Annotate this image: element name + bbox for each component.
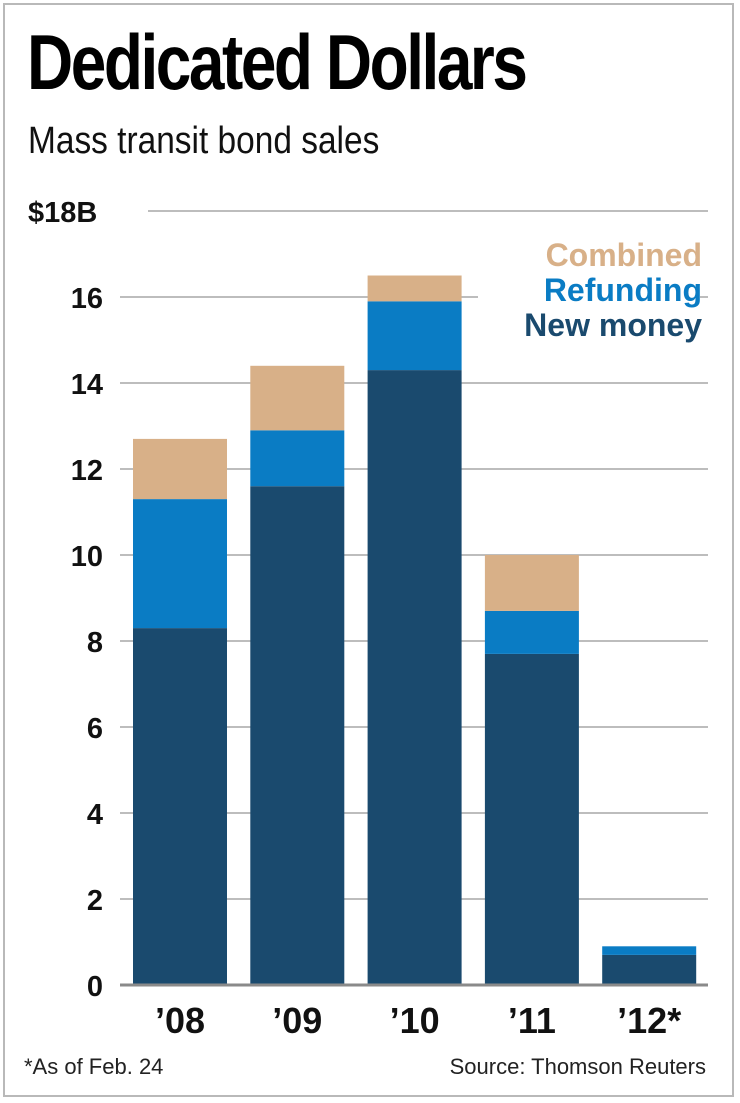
x-axis-ticks: ’08 ’09 ’10 ’11 ’12*	[155, 1000, 681, 1041]
bar-segment-new-money	[133, 628, 227, 985]
bar-segment-refunding	[367, 301, 462, 371]
x-tick-label: ’10	[390, 1000, 440, 1041]
x-tick-label: ’09	[272, 1000, 322, 1041]
x-tick-label: ’11	[508, 1000, 556, 1041]
bar-segment-new-money	[602, 954, 697, 985]
bar-segment-combined	[484, 555, 579, 611]
legend-background	[478, 240, 700, 355]
y-tick-label: 6	[87, 713, 103, 745]
legend-entry: Refunding	[544, 272, 702, 308]
bar-segment-new-money	[367, 370, 462, 986]
bar-segment-new-money	[484, 653, 579, 985]
y-tick-label: 8	[87, 627, 103, 659]
y-tick-label: 2	[87, 885, 103, 917]
y-tick-label: 4	[87, 799, 103, 831]
bar-segment-refunding	[250, 430, 345, 487]
legend-entry: New money	[524, 307, 702, 343]
bars	[120, 275, 708, 987]
y-tick-label: 16	[71, 283, 103, 315]
y-tick-label: 12	[71, 455, 103, 487]
bar-segment-combined	[133, 438, 227, 500]
bar-segment-refunding	[602, 946, 697, 955]
x-tick-label: ’08	[155, 1000, 205, 1041]
x-tick-label: ’12*	[617, 1000, 681, 1041]
bar-segment-refunding	[484, 610, 579, 654]
y-axis-ticks: 0 2 4 6 8 10 12 14 16 $18B	[28, 197, 103, 1003]
chart-title: Dedicated Dollars	[27, 18, 528, 106]
y-tick-label: $18B	[28, 197, 97, 229]
y-tick-label: 0	[87, 971, 103, 1003]
chart-subtitle: Mass transit bond sales	[28, 120, 380, 162]
chart-frame	[3, 3, 734, 1097]
bar-segment-combined	[250, 365, 345, 431]
bar-segment-combined	[367, 275, 462, 302]
legend-entry: Combined	[546, 237, 702, 273]
bar-segment-refunding	[133, 499, 227, 629]
y-tick-label: 10	[71, 541, 103, 573]
bar-segment-new-money	[250, 486, 345, 985]
footnote: *As of Feb. 24	[24, 1054, 164, 1079]
y-tick-label: 14	[71, 369, 103, 401]
source-credit: Source: Thomson Reuters	[449, 1054, 706, 1079]
